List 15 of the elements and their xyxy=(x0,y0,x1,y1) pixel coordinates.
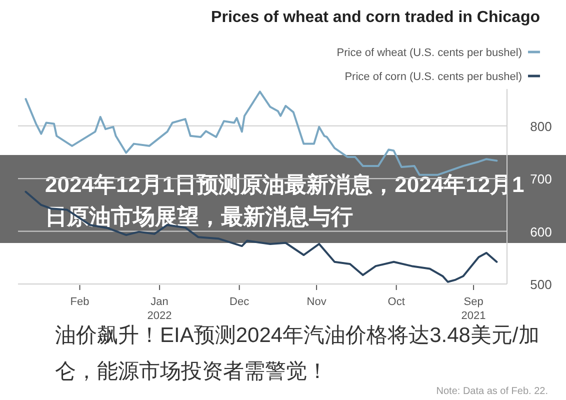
y-tick-label: 600 xyxy=(530,224,552,240)
chart-title: Prices of wheat and corn traded in Chicago xyxy=(211,9,540,26)
x-tick-label: Dec xyxy=(230,296,250,308)
x-tick-label: Feb xyxy=(70,296,90,308)
text: Note: Data as of Feb. 22. xyxy=(436,386,548,397)
legend-label: Price of corn (U.S. cents per bushel) xyxy=(344,71,522,83)
x-tick-label: Nov xyxy=(306,296,327,308)
legend-label: Price of wheat (U.S. cents per bushel) xyxy=(336,47,522,59)
y-tick-label: 800 xyxy=(530,118,552,134)
x-tick-label: Jan 2022 xyxy=(147,296,172,322)
y-tick-label: 700 xyxy=(530,172,552,187)
text: 油价飙升！EIA预测2024年汽油价格将达3.48美元/加仑，能源市场投资者需警觉！ xyxy=(55,324,540,383)
y-tick-label: 500 xyxy=(530,277,552,292)
x-tick-label: Sep 2021 xyxy=(461,296,486,322)
x-tick-label: Oct xyxy=(388,296,405,308)
